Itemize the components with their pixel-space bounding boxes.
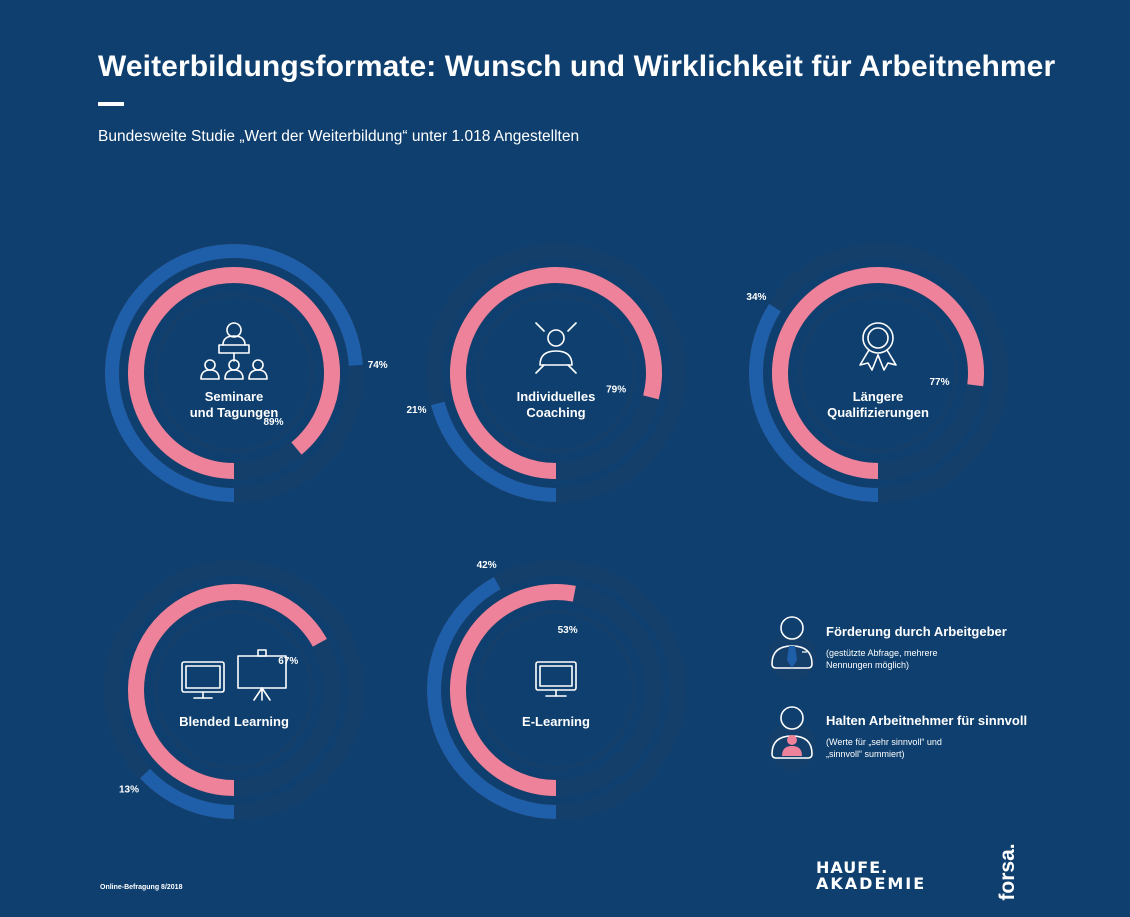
haufe-akademie-logo: HAUFE. AKADEMIE	[816, 860, 926, 892]
employer-arc	[431, 401, 557, 502]
legend-employer-note: (gestützte Abfrage, mehrere Nennungen mö…	[826, 648, 938, 670]
legend-item-employer: Förderung durch Arbeitgeber (gestützte A…	[826, 624, 1056, 671]
employee-pct-label: 53%	[558, 625, 578, 636]
employer-pct-label: 34%	[746, 292, 766, 303]
radial-chart-5: 42% 53% E-Learning	[426, 560, 686, 820]
page-subtitle: Bundesweite Studie „Wert der Weiterbildu…	[98, 128, 580, 145]
coaching-icon	[535, 322, 577, 374]
employer-arc	[427, 576, 557, 819]
decor-track	[476, 610, 636, 770]
category-label: Individuelles	[517, 389, 596, 404]
employer-pct-label: 42%	[477, 560, 497, 571]
award-rosette-icon	[859, 322, 897, 371]
employer-arc	[749, 303, 879, 502]
monitor-icon	[535, 661, 577, 697]
title-rule	[98, 102, 124, 106]
employer-arc	[105, 244, 363, 502]
source-footnote: Online-Befragung 8/2018	[100, 884, 183, 891]
employee-arc	[449, 584, 576, 796]
legend-item-employee: Halten Arbeitnehmer für sinnvoll (Werte …	[826, 713, 1056, 760]
category-label: Blended Learning	[179, 714, 289, 729]
legend-employer-title: Förderung durch Arbeitgeber	[826, 624, 1007, 639]
decor-track	[154, 293, 314, 453]
employee-arc	[128, 584, 327, 796]
employee-pct-label: 77%	[929, 377, 949, 388]
forsa-logo: forsa.	[996, 843, 1019, 901]
radial-chart-4: 13% 67% Blended Learning	[104, 560, 364, 820]
decor-track	[476, 293, 636, 453]
category-label: und Tagungen	[190, 405, 279, 420]
employee-pct-label: 67%	[278, 656, 298, 667]
category-label: Seminare	[205, 389, 264, 404]
category-label: Qualifizierungen	[827, 405, 929, 420]
employer-pct-label: 21%	[406, 405, 426, 416]
decor-track	[154, 610, 314, 770]
haufe-logo-line2: AKADEMIE	[816, 874, 927, 893]
legend-employee-note: (Werte für „sehr sinnvoll“ und „sinnvoll…	[826, 737, 942, 759]
employer-pct-label: 13%	[119, 785, 139, 796]
employee-person-icon	[768, 706, 816, 770]
employee-pct-label: 89%	[263, 417, 283, 428]
decor-track	[798, 293, 958, 453]
employer-pct-label: 74%	[368, 360, 388, 371]
employee-pct-label: 79%	[606, 384, 626, 395]
category-label: E-Learning	[522, 714, 590, 729]
haufe-logo-line1: HAUFE.	[816, 858, 889, 877]
category-label: Coaching	[526, 405, 585, 420]
legend-employee-title: Halten Arbeitnehmer für sinnvoll	[826, 713, 1028, 728]
seminar-icon	[200, 322, 268, 380]
category-label: Längere	[853, 389, 904, 404]
employee-arc	[128, 267, 340, 479]
employer-person-tie-icon	[768, 616, 816, 680]
employer-arc	[139, 768, 235, 819]
employee-arc	[450, 267, 662, 479]
page-title: Weiterbildungsformate: Wunsch und Wirkli…	[98, 50, 1056, 83]
monitor-and-flipchart-icon	[181, 649, 287, 701]
employee-arc	[772, 267, 984, 479]
